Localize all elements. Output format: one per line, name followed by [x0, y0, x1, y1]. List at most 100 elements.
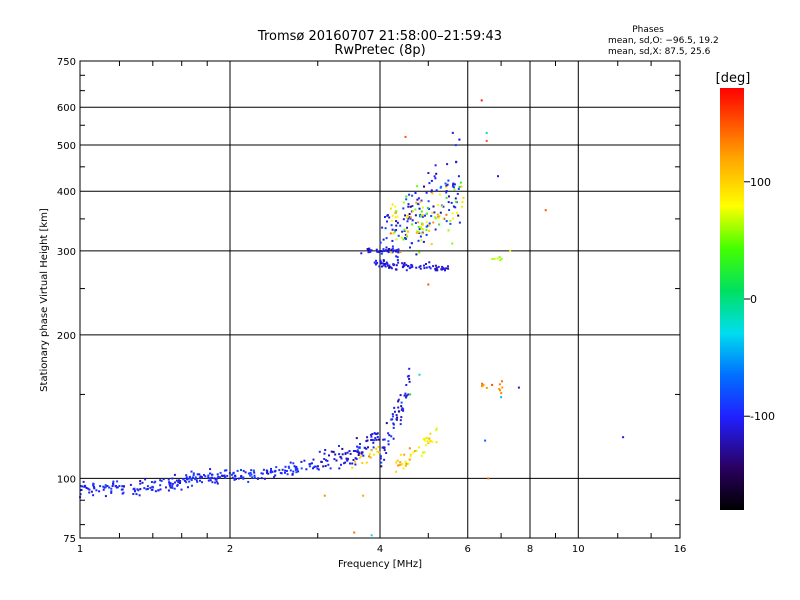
data-point — [284, 469, 287, 472]
data-point — [402, 409, 405, 412]
data-point — [403, 262, 406, 265]
data-point — [452, 217, 454, 220]
data-point — [425, 225, 428, 228]
data-point — [209, 472, 212, 475]
data-point — [167, 478, 170, 481]
data-point — [383, 449, 386, 452]
data-point — [426, 224, 429, 227]
data-point — [338, 467, 341, 470]
data-point — [374, 437, 377, 440]
data-point — [438, 223, 441, 226]
data-point — [394, 212, 397, 215]
data-point — [346, 451, 349, 454]
data-point — [437, 265, 440, 268]
data-point — [369, 249, 372, 252]
data-point — [199, 476, 202, 479]
data-point — [366, 248, 369, 250]
data-point — [247, 480, 250, 483]
data-point — [418, 373, 421, 376]
data-point — [323, 458, 326, 460]
data-point — [425, 444, 428, 447]
data-point — [335, 459, 338, 462]
data-point — [382, 238, 385, 241]
data-point — [354, 460, 356, 463]
data-point — [356, 449, 359, 452]
data-point — [365, 461, 368, 464]
data-point — [359, 443, 361, 445]
data-point — [457, 187, 460, 190]
data-point — [199, 475, 202, 478]
data-point — [171, 484, 174, 487]
data-point — [370, 534, 373, 537]
data-point — [395, 470, 398, 473]
data-point — [340, 463, 342, 466]
data-point — [449, 222, 452, 225]
data-point — [365, 440, 368, 443]
data-point — [435, 189, 438, 192]
data-point — [151, 488, 154, 491]
data-point — [384, 227, 387, 230]
x-tick-label: 4 — [377, 544, 383, 555]
data-point — [485, 139, 488, 142]
data-point — [325, 459, 327, 462]
data-point — [395, 255, 398, 258]
data-point — [409, 393, 412, 396]
data-point — [296, 468, 299, 471]
data-point — [396, 250, 399, 253]
data-point — [88, 491, 91, 494]
data-point — [427, 283, 430, 286]
data-point — [487, 477, 490, 480]
data-point — [434, 267, 437, 270]
data-point — [80, 489, 83, 491]
data-point — [395, 224, 398, 227]
data-point — [394, 205, 397, 208]
data-point — [327, 463, 330, 466]
data-point — [104, 484, 107, 487]
data-point — [396, 259, 399, 262]
data-point — [409, 453, 412, 456]
data-point — [381, 446, 384, 449]
data-point — [423, 439, 426, 442]
data-point — [263, 477, 266, 480]
data-point — [391, 214, 394, 217]
data-point — [425, 436, 428, 439]
data-point — [316, 467, 319, 470]
data-point — [188, 475, 191, 478]
plot-border — [79, 60, 681, 539]
data-point — [428, 224, 431, 227]
data-point — [406, 220, 409, 223]
data-point — [373, 439, 376, 442]
data-point — [108, 486, 111, 489]
data-point — [153, 481, 156, 484]
data-point — [408, 458, 411, 461]
data-point — [428, 437, 431, 440]
data-point — [385, 246, 388, 249]
data-point — [411, 223, 414, 226]
data-point — [388, 266, 391, 269]
data-point — [432, 265, 435, 268]
data-point — [405, 237, 407, 240]
data-point — [203, 474, 205, 476]
data-point — [407, 265, 409, 268]
data-point — [460, 185, 463, 188]
data-point — [111, 485, 114, 487]
data-point — [118, 485, 121, 487]
data-point — [278, 469, 281, 472]
data-point — [397, 400, 400, 403]
data-point — [366, 439, 369, 442]
data-point — [311, 462, 313, 465]
data-point — [392, 249, 395, 252]
data-point — [385, 237, 388, 240]
data-point — [457, 214, 460, 217]
data-point — [171, 482, 174, 485]
data-point — [421, 206, 424, 209]
data-point — [401, 463, 404, 465]
data-point — [451, 131, 454, 134]
data-point — [418, 207, 421, 210]
data-point — [295, 465, 298, 468]
data-point — [420, 226, 423, 229]
data-point — [265, 469, 268, 472]
data-point — [451, 212, 454, 215]
y-tick-label: 600 — [57, 103, 76, 114]
data-points — [79, 99, 625, 537]
